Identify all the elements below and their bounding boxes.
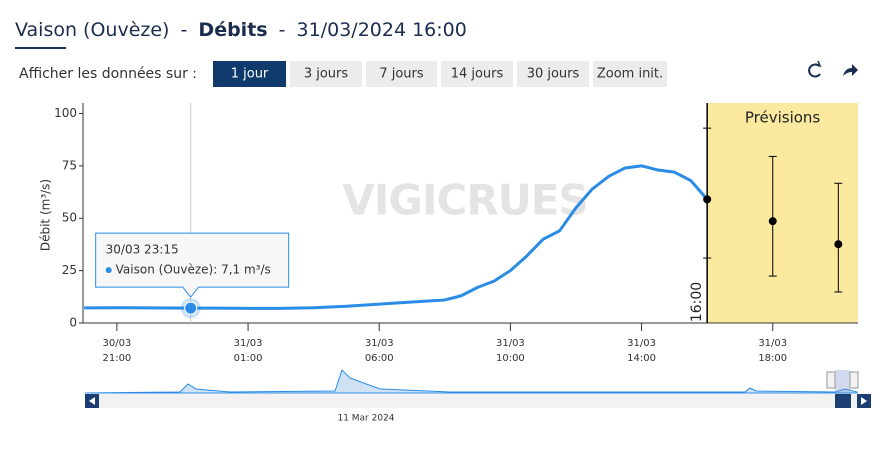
arrow (861, 397, 867, 405)
x-tick-label: 30/03 21:00 (102, 338, 131, 364)
navigator-series (84, 369, 858, 394)
range-button[interactable] (593, 61, 667, 87)
tooltip-date: 30/03 23:15 (106, 243, 179, 257)
x-tick-label: 31/03 01:00 (234, 338, 263, 364)
x-tick-label: 31/03 18:00 (758, 338, 787, 364)
y-tick-label: 50 (62, 211, 77, 225)
tooltip-bullet (105, 267, 112, 274)
forecast-label: Prévisions (745, 109, 821, 127)
title: Vaison (Ouvèze) - Débits - 31/03/2024 16… (15, 19, 467, 41)
x-tick-label: 31/03 10:00 (496, 338, 525, 364)
navigator: 11 Mar 2024 (84, 369, 871, 424)
range-label: Afficher les données sur : (19, 66, 197, 82)
navigator-label: 11 Mar 2024 (337, 414, 394, 424)
forecast-point (703, 195, 712, 204)
title-date: 31/03/2024 16:00 (297, 19, 467, 41)
tooltip-text: Vaison (Ouvèze): 7,1 m³/s (116, 263, 271, 277)
y-tick-label: 75 (62, 158, 77, 172)
navigator-handle[interactable] (849, 371, 859, 389)
forecast-band (707, 103, 858, 323)
range-button-label[interactable]: 30 jours (527, 67, 580, 82)
title-separator: - (181, 19, 188, 41)
forecast-time: 16:00 (689, 282, 705, 322)
range-button-label[interactable]: 14 jours (451, 67, 504, 82)
range-button[interactable] (366, 61, 437, 87)
arrow (89, 397, 95, 405)
range-buttons: 1 jour 3 jours 7 jours 14 jours 30 jours Zoom… (213, 61, 667, 87)
y-tick-label: 0 (69, 316, 77, 330)
forecast-point (834, 240, 843, 249)
scrollbar-thumb[interactable] (835, 394, 851, 408)
range-button-label[interactable]: Zoom init. (597, 67, 663, 82)
range-button[interactable] (517, 61, 589, 87)
forecast-point (768, 217, 777, 226)
range-button-label[interactable]: 3 jours (304, 67, 349, 82)
range-button[interactable] (290, 61, 362, 87)
title-variable: Débits (198, 19, 267, 41)
range-button-label[interactable]: 1 jour (231, 67, 269, 82)
title-station: Vaison (Ouvèze) (15, 19, 169, 41)
y-axis-label: Débit (m³/s) (39, 179, 53, 251)
title-separator: - (279, 19, 286, 41)
plot-area: Prévisions VIGICRUES 0 25 50 75 100 Débit (m³/s… (39, 103, 858, 364)
refresh-icon[interactable] (808, 60, 822, 78)
range-button-label[interactable]: 7 jours (379, 67, 424, 82)
range-button[interactable] (441, 61, 513, 87)
y-tick-label: 25 (62, 263, 77, 277)
x-tick-label: 31/03 14:00 (627, 338, 656, 364)
scrollbar-track[interactable] (85, 394, 857, 408)
series-line (84, 164, 709, 310)
x-tick-label: 31/03 06:00 (365, 338, 394, 364)
tooltip-box (95, 232, 290, 298)
share-icon[interactable] (843, 64, 858, 76)
range-button[interactable] (213, 61, 286, 87)
watermark: VIGICRUES (342, 176, 587, 225)
hover-point (184, 301, 198, 315)
navigator-mask (835, 370, 850, 394)
navigator-handle[interactable] (826, 371, 836, 389)
y-tick-label: 100 (54, 106, 77, 120)
